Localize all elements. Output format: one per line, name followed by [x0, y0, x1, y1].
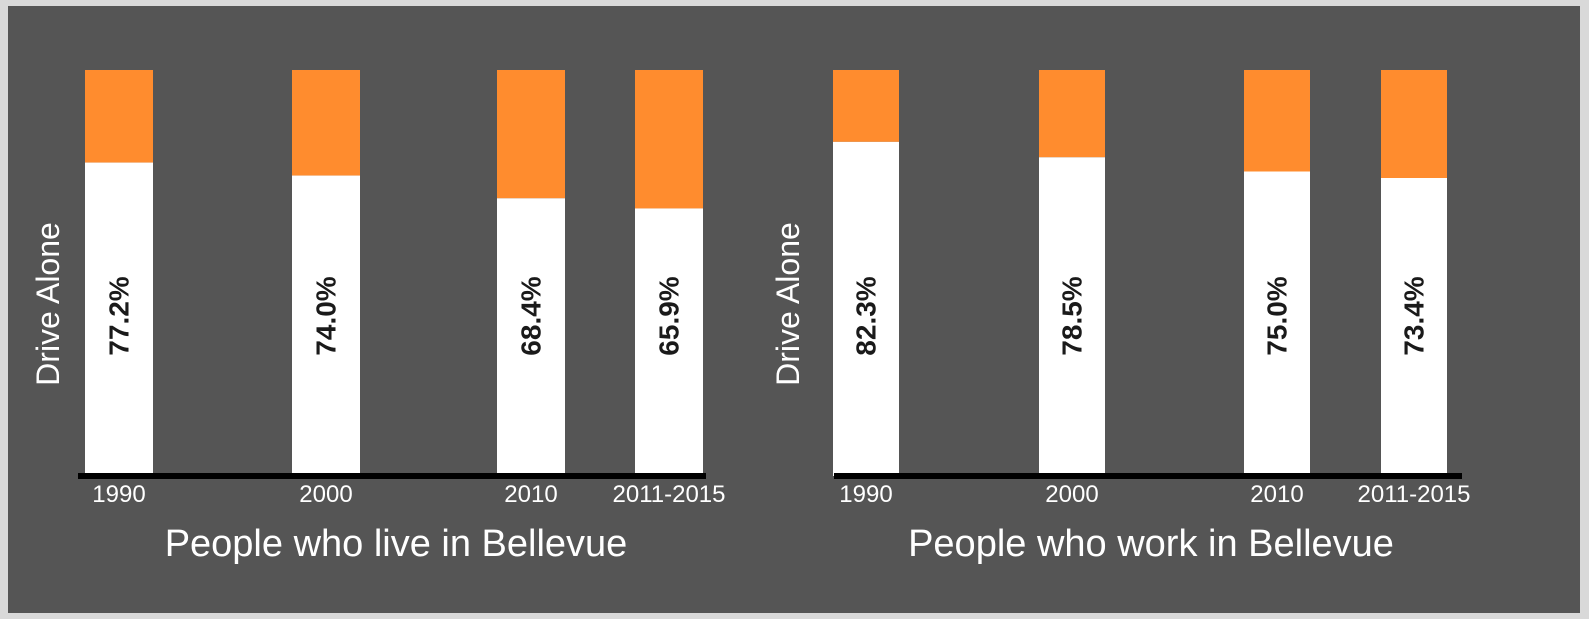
chart-svg: 77.2% 1990 74.0% 2000 68.4% 2010 65.9% 2011-201…: [30, 70, 1471, 565]
work-value-label-3: 73.4%: [1399, 276, 1430, 355]
live-x-tick-3: 2011-2015: [613, 481, 726, 508]
live-x-tick-1: 2000: [299, 481, 352, 508]
work-bar-other-3: [1381, 70, 1447, 178]
work-bar-drive-alone-1: [1039, 157, 1105, 477]
live-bar-drive-alone-0: [85, 162, 153, 476]
work-bar-other-2: [1244, 70, 1310, 172]
chart-slide: 77.2% 1990 74.0% 2000 68.4% 2010 65.9% 2011-201…: [8, 6, 1580, 613]
work-chart-caption: People who work in Bellevue: [908, 523, 1394, 565]
live-bar-other-1: [292, 70, 360, 176]
live-bar-other-0: [85, 70, 153, 163]
work-bar-other-0: [833, 70, 899, 142]
live-value-label-3: 65.9%: [654, 276, 685, 355]
live-bar-drive-alone-1: [292, 175, 360, 476]
work-x-tick-1: 2000: [1045, 481, 1098, 508]
live-value-label-2: 68.4%: [516, 276, 547, 355]
work-bar-drive-alone-0: [833, 141, 899, 476]
work-value-label-1: 78.5%: [1057, 276, 1088, 355]
work-y-axis-label: Drive Alone: [770, 222, 806, 386]
work-bar-drive-alone-3: [1381, 177, 1447, 476]
live-bar-other-3: [635, 70, 703, 209]
live-value-label-0: 77.2%: [104, 276, 135, 355]
live-x-tick-2: 2010: [504, 481, 557, 508]
work-value-label-0: 82.3%: [851, 276, 882, 355]
live-chart-caption: People who live in Bellevue: [165, 523, 628, 565]
live-y-axis-label: Drive Alone: [30, 222, 66, 386]
work-value-label-2: 75.0%: [1262, 276, 1293, 355]
live-value-label-1: 74.0%: [311, 276, 342, 355]
live-bar-other-2: [497, 70, 565, 199]
work-bar-other-1: [1039, 70, 1105, 158]
work-x-tick-3: 2011-2015: [1358, 481, 1471, 508]
work-bar-drive-alone-2: [1244, 171, 1310, 476]
live-bar-drive-alone-3: [635, 208, 703, 477]
live-x-tick-0: 1990: [92, 481, 145, 508]
work-x-tick-0: 1990: [839, 481, 892, 508]
work-x-tick-2: 2010: [1250, 481, 1303, 508]
live-bar-drive-alone-2: [497, 198, 565, 476]
